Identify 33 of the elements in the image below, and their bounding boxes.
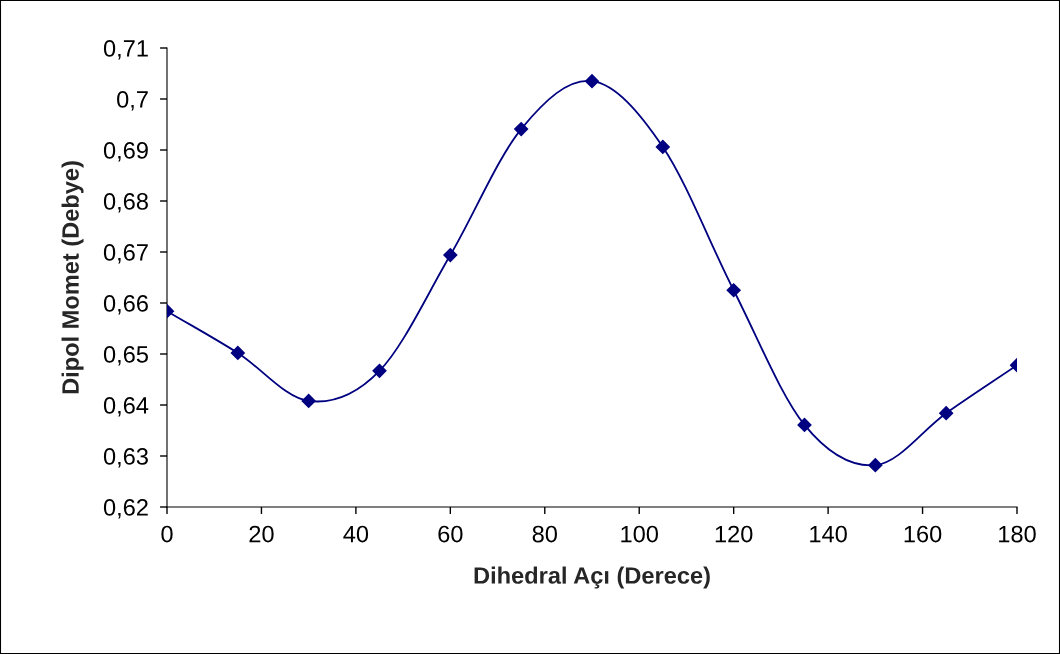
x-tick-label: 140 (810, 525, 847, 543)
point (797, 417, 812, 432)
point (726, 283, 741, 298)
y-tick-label: 0,64 (103, 397, 149, 417)
point (655, 139, 670, 155)
x-tick-label: 60 (438, 525, 463, 543)
y-tick-label: 0,7 (117, 91, 148, 111)
y-tick-label: 0,67 (103, 244, 148, 264)
point (514, 122, 529, 137)
x-tick-label: 100 (621, 525, 658, 543)
x-tick-label: 160 (904, 525, 942, 543)
x-tick-label: 180 (999, 525, 1036, 543)
y-tick-label: 0,66 (103, 295, 148, 315)
y-tick-label: 0,69 (103, 142, 148, 162)
x-tick-label: 120 (715, 525, 753, 543)
point (868, 458, 883, 473)
point (301, 393, 316, 408)
y-tick-label: 0,71 (103, 40, 148, 60)
x-tick-label: 80 (532, 525, 557, 543)
point (584, 74, 600, 89)
y-axis-title: Dipol Momet (Debye) (61, 161, 84, 394)
y-tick-label: 0,63 (103, 448, 148, 468)
point (939, 406, 954, 421)
x-tick-label: 20 (249, 525, 274, 543)
point (230, 345, 245, 361)
y-tick-label: 0,62 (103, 499, 148, 519)
point (372, 363, 387, 378)
point (443, 247, 458, 263)
x-tick-label: 40 (343, 525, 369, 543)
y-tick-label: 0,68 (103, 193, 148, 213)
y-tick-label: 0,65 (103, 346, 148, 366)
x-tick-label: 0 (161, 525, 173, 543)
x-axis-title: Dihedral Açı (Derece) (474, 566, 710, 589)
